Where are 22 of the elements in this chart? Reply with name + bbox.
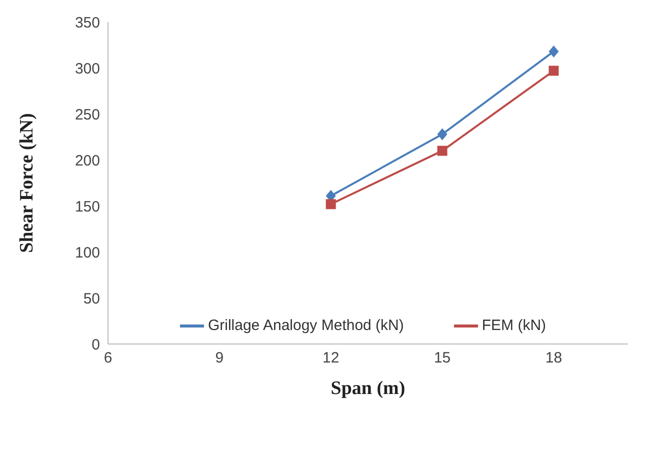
y-tick-label: 0 — [92, 336, 100, 354]
x-tick-label: 18 — [545, 350, 562, 367]
y-tick-label: 200 — [74, 152, 100, 170]
x-axis-title: Span (m) — [330, 378, 406, 399]
y-tick-label: 250 — [74, 106, 100, 124]
x-tick-label: 15 — [434, 350, 451, 367]
y-tick-label: 50 — [83, 290, 100, 308]
x-tick-label: 6 — [104, 350, 112, 367]
y-tick-label: 350 — [74, 14, 100, 32]
x-tick-label: 9 — [215, 350, 224, 367]
y-axis-title: Shear Force (kN) — [16, 113, 38, 253]
y-tick-label: 150 — [74, 198, 100, 216]
point — [548, 45, 559, 58]
point — [437, 128, 448, 140]
point — [326, 199, 336, 210]
y-tick-label: 100 — [74, 244, 100, 262]
legend-label: FEM (kN) — [482, 317, 546, 334]
point — [437, 146, 448, 156]
x-tick-label: 12 — [322, 350, 340, 367]
point — [548, 66, 559, 76]
legend-label: Grillage Analogy Method (kN) — [208, 317, 404, 334]
y-tick-label: 300 — [74, 60, 100, 78]
